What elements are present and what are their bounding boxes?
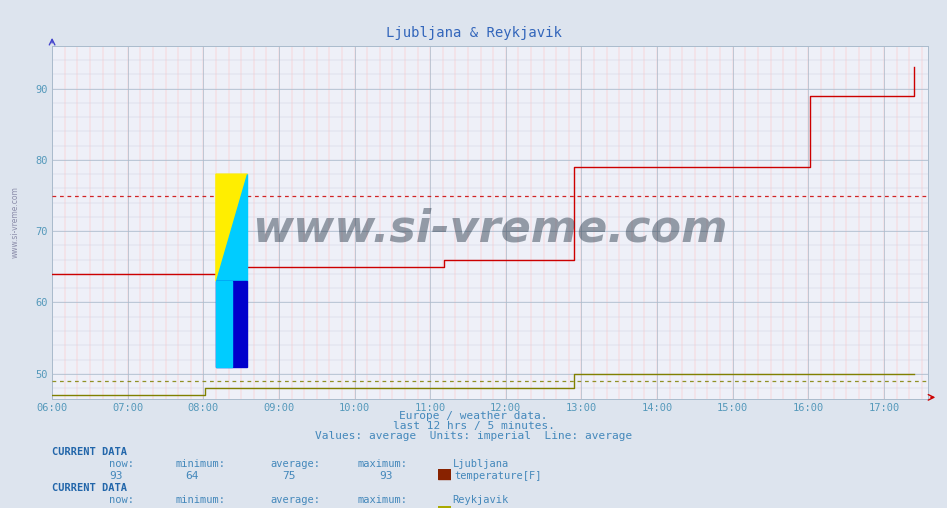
Bar <box>216 281 232 367</box>
Bar <box>438 469 451 479</box>
Text: Values: average  Units: imperial  Line: average: Values: average Units: imperial Line: av… <box>314 431 633 441</box>
Text: Europe / weather data.: Europe / weather data. <box>400 411 547 421</box>
Text: Ljubljana: Ljubljana <box>453 459 509 469</box>
Text: minimum:: minimum: <box>175 459 225 469</box>
Text: Reykjavik: Reykjavik <box>453 495 509 505</box>
Bar <box>438 506 451 508</box>
Text: average:: average: <box>270 495 320 505</box>
Text: 75: 75 <box>282 471 295 481</box>
Text: www.si-vreme.com: www.si-vreme.com <box>252 208 728 251</box>
Text: www.si-vreme.com: www.si-vreme.com <box>10 186 20 258</box>
Text: minimum:: minimum: <box>175 495 225 505</box>
Text: now:: now: <box>109 459 134 469</box>
Text: now:: now: <box>109 495 134 505</box>
Text: temperature[F]: temperature[F] <box>455 471 542 481</box>
Polygon shape <box>216 174 247 281</box>
Text: 93: 93 <box>109 471 122 481</box>
Text: average:: average: <box>270 459 320 469</box>
Text: last 12 hrs / 5 minutes.: last 12 hrs / 5 minutes. <box>392 421 555 431</box>
Polygon shape <box>216 174 247 281</box>
Text: CURRENT DATA: CURRENT DATA <box>52 483 127 493</box>
Text: Ljubljana & Reykjavik: Ljubljana & Reykjavik <box>385 26 562 40</box>
Bar <box>216 281 247 367</box>
Text: maximum:: maximum: <box>358 459 408 469</box>
Text: CURRENT DATA: CURRENT DATA <box>52 447 127 457</box>
Text: 64: 64 <box>186 471 199 481</box>
Text: 93: 93 <box>379 471 392 481</box>
Text: maximum:: maximum: <box>358 495 408 505</box>
